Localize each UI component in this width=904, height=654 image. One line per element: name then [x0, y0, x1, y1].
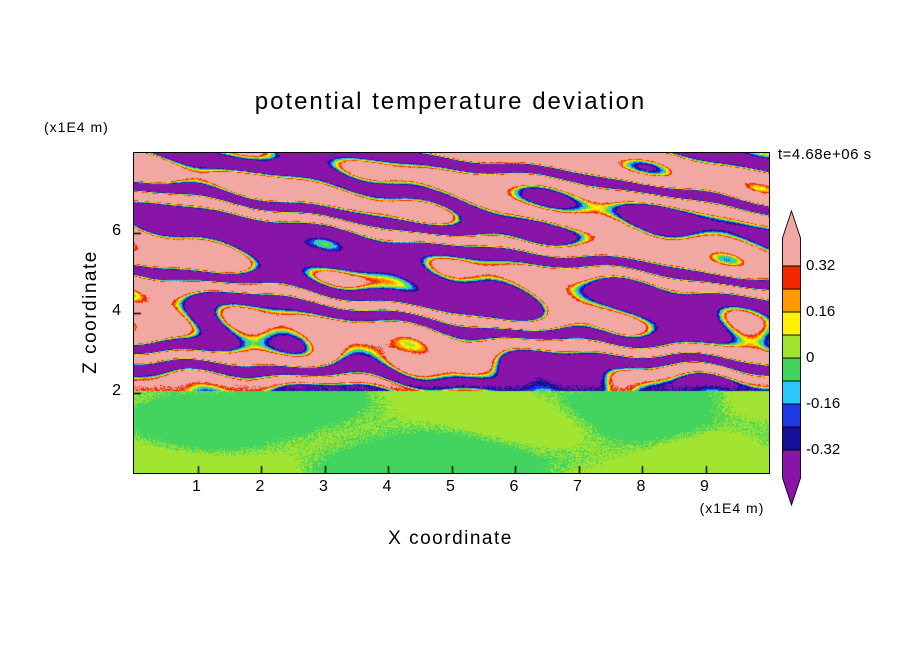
- y-axis-units-label: (x1E4 m): [44, 119, 109, 135]
- colorbar-cell: [782, 403, 801, 428]
- colorbar-arrow-low: [782, 449, 801, 506]
- y-tick-label: 2: [112, 382, 121, 399]
- x-axis-title: X coordinate: [388, 528, 513, 549]
- heatmap-canvas: [134, 153, 769, 473]
- colorbar-cell: [782, 426, 801, 451]
- colorbar-cell: [782, 265, 801, 290]
- colorbar-label: -0.32: [806, 441, 841, 458]
- chart-title: potential temperature deviation: [254, 88, 647, 115]
- colorbar-label: -0.16: [806, 395, 841, 412]
- x-tick-label: 8: [636, 478, 646, 495]
- colorbar-cell: [782, 380, 801, 405]
- colorbar-cell: [782, 357, 801, 382]
- y-tick-label: 6: [112, 222, 121, 239]
- x-tick-label: 2: [255, 478, 265, 495]
- colorbar: [782, 209, 801, 506]
- colorbar-arrow-high: [782, 209, 801, 267]
- x-tick-label: 7: [573, 478, 582, 495]
- time-label: t=4.68e+06 s: [778, 146, 872, 163]
- x-tick-label: 5: [446, 478, 455, 495]
- y-tick-label: 4: [112, 302, 121, 319]
- colorbar-label: 0: [806, 349, 815, 366]
- x-tick-label: 9: [700, 478, 709, 495]
- plot-area: [133, 152, 770, 474]
- colorbar-cell: [782, 288, 801, 313]
- y-axis-title: Z coordinate: [80, 250, 101, 374]
- colorbar-label: 0.32: [806, 257, 836, 274]
- x-tick-label: 3: [319, 478, 328, 495]
- colorbar-label: 0.16: [806, 303, 836, 320]
- x-tick-label: 4: [382, 478, 392, 495]
- colorbar-cell: [782, 334, 801, 359]
- x-tick-label: 1: [192, 478, 201, 495]
- colorbar-cell: [782, 311, 801, 336]
- x-tick-label: 6: [509, 478, 519, 495]
- x-axis-units-label: (x1E4 m): [699, 500, 765, 516]
